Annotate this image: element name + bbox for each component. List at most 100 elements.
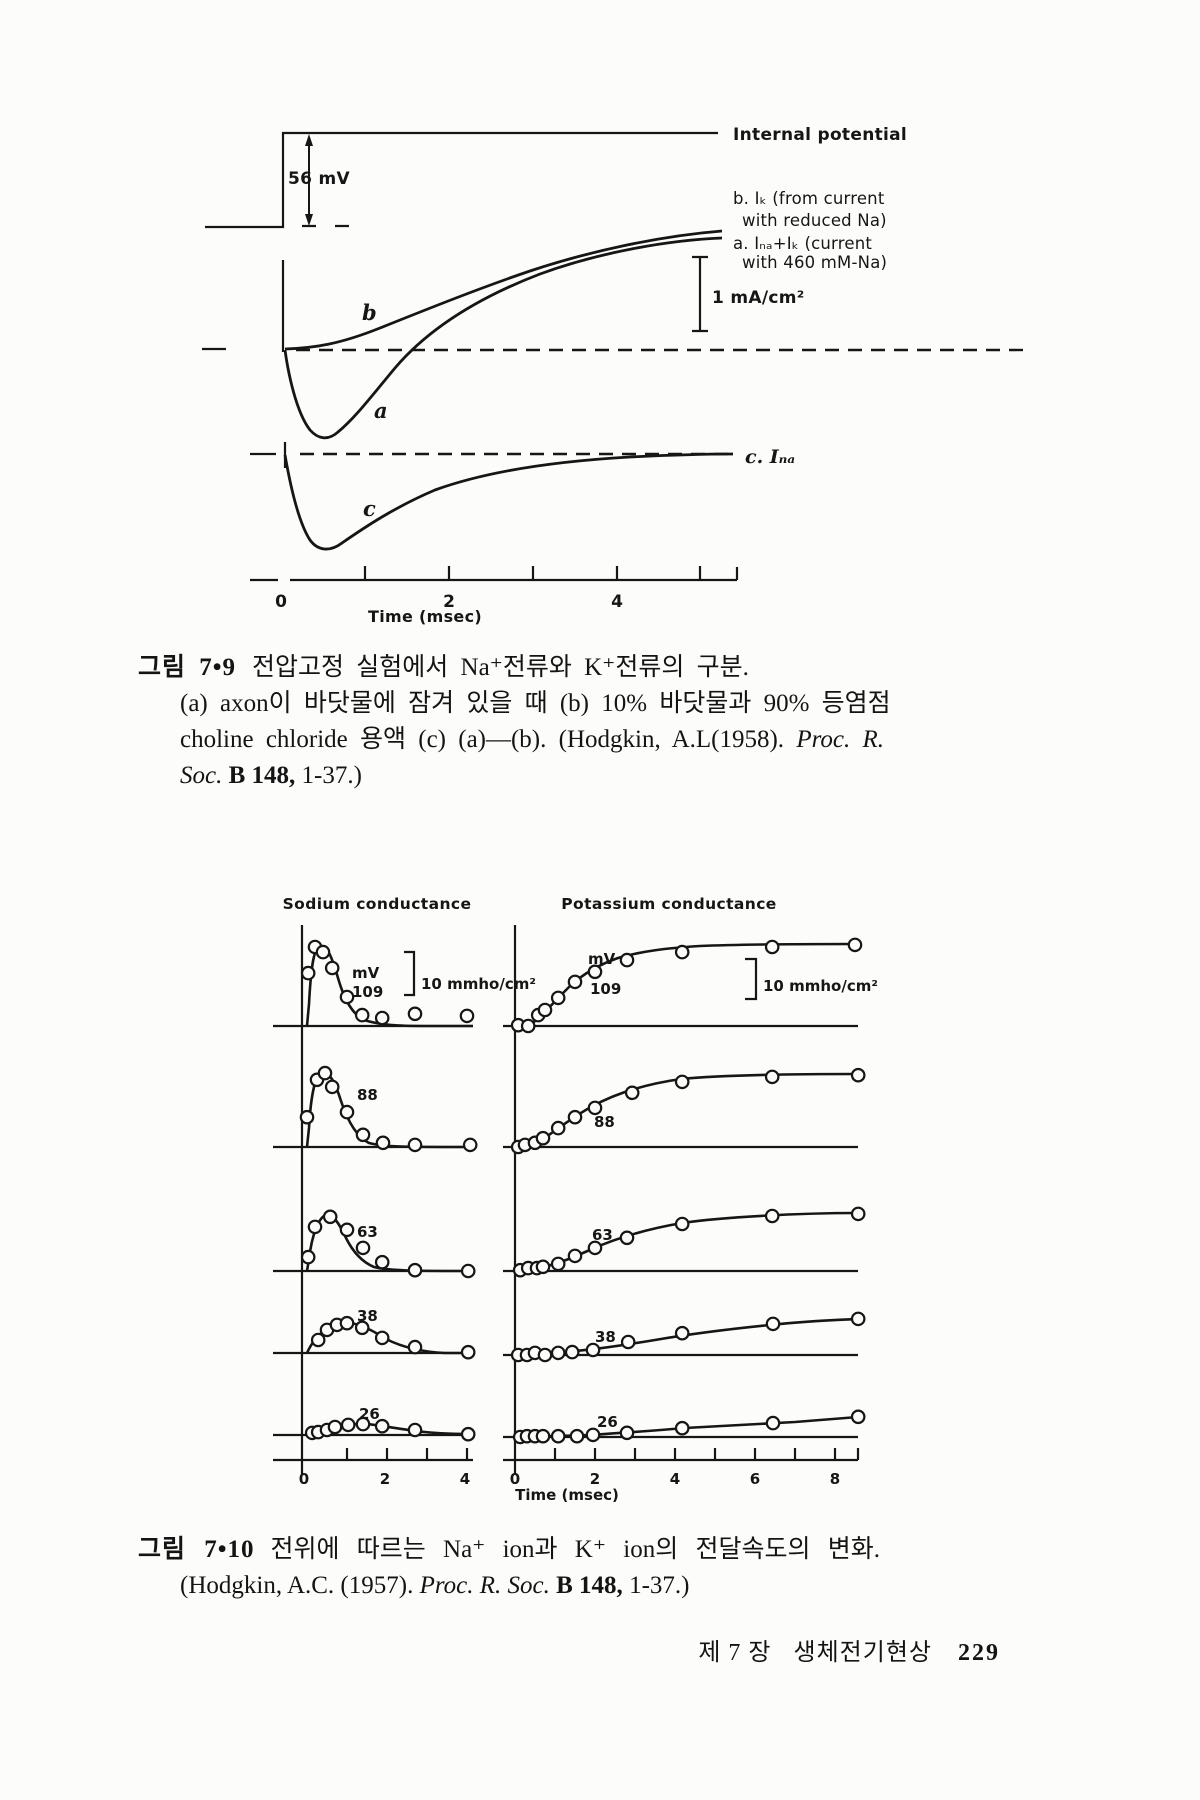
footer-section: 생체전기현상 bbox=[793, 1640, 932, 1666]
potassium-axes bbox=[503, 925, 860, 1474]
k-voltage-109: 109 bbox=[590, 980, 621, 998]
na-scale-label: 10 mmho/cm² bbox=[421, 975, 536, 993]
data-point bbox=[407, 1262, 423, 1278]
k-voltage-26: 26 bbox=[597, 1413, 618, 1431]
data-point bbox=[310, 1332, 326, 1348]
figure-7-9-title: 전압고정 실험에서 Na⁺전류와 K⁺전류의 구분. bbox=[252, 654, 749, 681]
data-point bbox=[374, 1330, 390, 1346]
k-tick-8: 8 bbox=[830, 1470, 840, 1488]
data-point bbox=[550, 1345, 566, 1361]
curve-c bbox=[283, 452, 734, 551]
na-tick-2: 2 bbox=[380, 1470, 390, 1488]
k-mv-label: mV bbox=[588, 950, 616, 968]
data-point bbox=[587, 964, 603, 980]
data-point bbox=[339, 1222, 355, 1238]
data-point bbox=[535, 1259, 551, 1275]
footer-page-number: 229 bbox=[958, 1640, 1000, 1666]
data-point bbox=[354, 1007, 370, 1023]
data-point bbox=[674, 1074, 690, 1090]
data-point bbox=[324, 960, 340, 976]
caption-volume-bold: B 148, bbox=[228, 762, 296, 789]
caption-journal-italic: Soc. bbox=[180, 762, 223, 789]
footer-chapter: 제 7 장 bbox=[698, 1640, 772, 1666]
data-point bbox=[537, 1002, 553, 1018]
k-scale-label: 10 mmho/cm² bbox=[763, 977, 878, 995]
data-point bbox=[300, 1249, 316, 1265]
time-axis-label: Time (msec) bbox=[368, 607, 482, 626]
caption-pages: 1-37.) bbox=[629, 1572, 690, 1599]
data-point bbox=[850, 1311, 866, 1327]
legend-c-label: c. Iₙₐ bbox=[745, 446, 795, 468]
na-voltage-38: 38 bbox=[357, 1307, 378, 1325]
voltage-step-arrow bbox=[305, 134, 313, 226]
figure-7-9-caption: 그림 7•9 전압고정 실험에서 Na⁺전류와 K⁺전류의 구분. (a) axo… bbox=[138, 650, 938, 794]
data-point bbox=[327, 1419, 343, 1435]
curve-b-label: b bbox=[362, 300, 377, 325]
data-point bbox=[407, 1422, 423, 1438]
data-point bbox=[460, 1426, 476, 1442]
data-point bbox=[850, 1206, 866, 1222]
x-tick-4: 4 bbox=[611, 592, 623, 612]
data-point bbox=[535, 1428, 551, 1444]
data-point bbox=[520, 1018, 536, 1034]
data-point bbox=[567, 974, 583, 990]
na-voltage-88: 88 bbox=[357, 1086, 378, 1104]
internal-potential-label: Internal potential bbox=[733, 125, 907, 145]
x-tick-2: 2 bbox=[443, 592, 455, 612]
c-axis-marks bbox=[250, 442, 287, 468]
data-point bbox=[374, 1254, 390, 1270]
data-point bbox=[765, 1415, 781, 1431]
data-point bbox=[850, 1409, 866, 1425]
data-point bbox=[355, 1127, 371, 1143]
curve-c-label: c bbox=[363, 496, 376, 521]
data-point bbox=[339, 1315, 355, 1331]
data-point bbox=[619, 1425, 635, 1441]
k-voltage-38: 38 bbox=[595, 1328, 616, 1346]
k-voltage-63: 63 bbox=[592, 1226, 613, 1244]
data-point bbox=[620, 1334, 636, 1350]
time-axis bbox=[250, 566, 739, 582]
scale-bar-bracket bbox=[692, 255, 708, 333]
caption-text: (Hodgkin, A.C. (1957). bbox=[180, 1572, 420, 1599]
data-point bbox=[674, 944, 690, 960]
sodium-conductance-header: Sodium conductance bbox=[283, 895, 472, 913]
na-voltage-109: 109 bbox=[352, 983, 383, 1001]
data-point bbox=[764, 1069, 780, 1085]
data-point bbox=[315, 944, 331, 960]
k-tick-2: 2 bbox=[590, 1470, 600, 1488]
data-point bbox=[355, 1240, 371, 1256]
caption-pages: 1-37.) bbox=[301, 762, 362, 789]
data-point bbox=[462, 1137, 478, 1153]
voltage-step-label: 56 mV bbox=[288, 169, 350, 189]
potassium-curves bbox=[514, 942, 859, 1439]
sodium-curves bbox=[305, 944, 474, 1437]
data-point bbox=[567, 1109, 583, 1125]
caption-7-9-line4: Soc. B 148, 1-37.) bbox=[180, 758, 938, 794]
figure-7-9-tag: 그림 7•9 bbox=[138, 654, 237, 681]
na-voltage-26: 26 bbox=[359, 1405, 380, 1423]
caption-7-10-line1: 그림 7•10 전위에 따르는 Na⁺ ion과 K⁺ ion의 전달속도의 변화… bbox=[138, 1532, 1058, 1568]
data-point bbox=[587, 1100, 603, 1116]
caption-volume-bold: B 148, bbox=[556, 1572, 623, 1599]
k-tick-6: 6 bbox=[750, 1470, 760, 1488]
legend-a-line1: a. Iₙₐ+Iₖ (current bbox=[733, 234, 872, 253]
data-point bbox=[537, 1347, 553, 1363]
scale-bar-label: 1 mA/cm² bbox=[712, 288, 804, 308]
data-point bbox=[407, 1006, 423, 1022]
data-point bbox=[624, 1085, 640, 1101]
potassium-conductance-header: Potassium conductance bbox=[561, 895, 776, 913]
caption-7-9-line1: 그림 7•9 전압고정 실험에서 Na⁺전류와 K⁺전류의 구분. bbox=[138, 650, 938, 686]
figure-7-10-chart: Sodium conductance Potassium conductance bbox=[273, 895, 878, 1504]
data-point bbox=[460, 1344, 476, 1360]
data-point bbox=[587, 1240, 603, 1256]
data-point bbox=[535, 1130, 551, 1146]
caption-journal-italic: Proc. R. Soc. bbox=[419, 1572, 550, 1599]
legend-b-line1: b. Iₖ (from current bbox=[733, 189, 885, 208]
data-point bbox=[850, 1067, 866, 1083]
data-point bbox=[585, 1427, 601, 1443]
data-point bbox=[567, 1248, 583, 1264]
data-point bbox=[407, 1137, 423, 1153]
data-point bbox=[764, 1208, 780, 1224]
data-point bbox=[619, 952, 635, 968]
